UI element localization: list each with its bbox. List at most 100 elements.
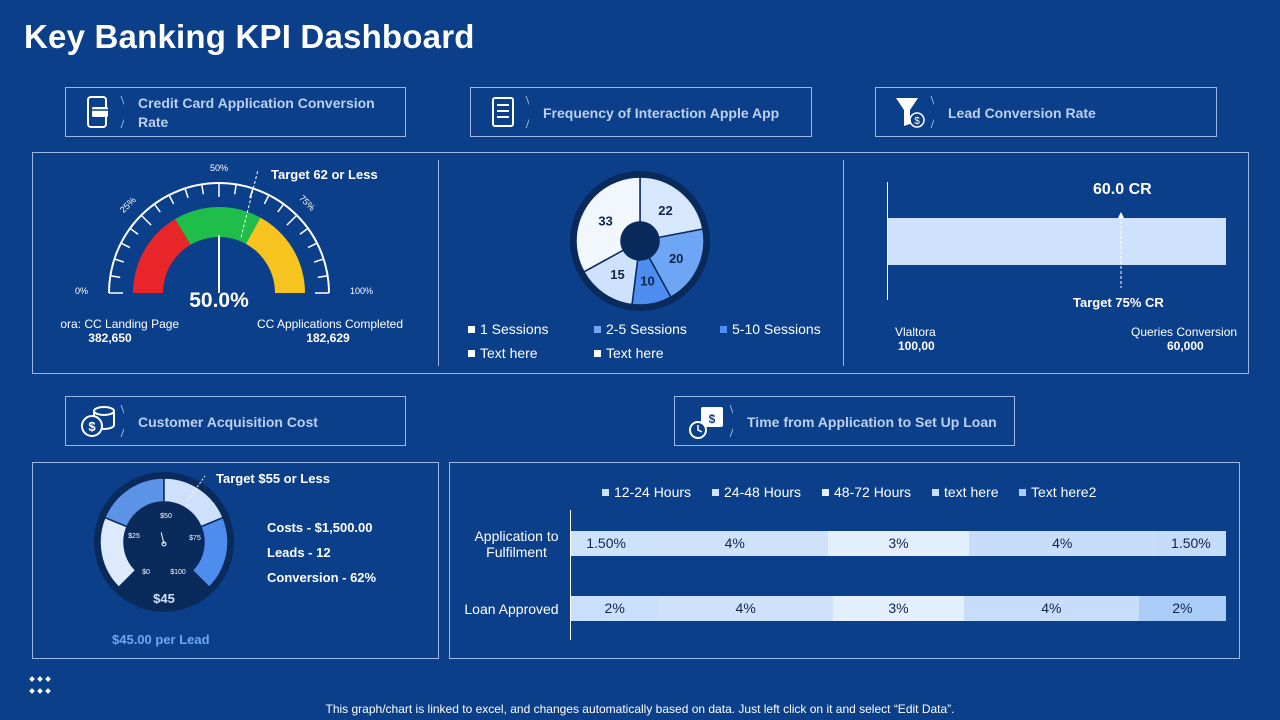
svg-text:$: $ [709, 412, 716, 426]
acq-per-lead: $45.00 per Lead [112, 632, 210, 647]
legend-swatch [594, 349, 601, 357]
header-credit-card-label: Credit Card Application Conversion Rate [138, 95, 375, 130]
gauge-band-3 [245, 217, 305, 293]
header-credit-card: Credit Card Application Conversion Rate [65, 87, 406, 137]
stack-legend-item: 12-24 Hours [602, 484, 691, 500]
sessions-donut: 22 20 10 15 33 [570, 171, 710, 311]
acq-center-value: $45 [153, 591, 175, 606]
svg-text:$: $ [914, 116, 920, 127]
gauge-tick [120, 242, 131, 249]
phone-card-icon [87, 95, 124, 129]
donut-legend-item: 5-10 Sessions [720, 321, 821, 337]
legend-swatch [594, 325, 601, 333]
gauge-tick [184, 188, 189, 199]
stack-segment: 1.50% [571, 531, 642, 556]
header-time-loan: $ Time from Application to Set Up Loan [674, 396, 1015, 446]
gauge-band-2 [175, 207, 261, 245]
stack-segment: 1.50% [1155, 531, 1226, 556]
gauge-tick [307, 242, 318, 249]
header-acquisition: $ Customer Acquisition Cost [65, 396, 406, 446]
gauge-tick-label: 50% [210, 163, 228, 173]
header-time-loan-label: Time from Application to Set Up Loan [747, 413, 997, 430]
gauge-left-label: Vlaltora: CC Landing Page [60, 317, 179, 331]
acq-target-line [187, 475, 206, 501]
donut-legend-item: 2-5 Sessions [594, 321, 687, 337]
time-loan-panel [449, 462, 1240, 659]
legend-swatch [602, 488, 609, 496]
coins-dollar-icon: $ [81, 404, 124, 438]
donut-slice-label: 10 [640, 273, 654, 288]
donut-legend-item: Text here [594, 345, 664, 361]
top-divider-1 [438, 160, 439, 366]
gauge-value: 50.0% [189, 289, 249, 312]
header-acquisition-label: Customer Acquisition Cost [138, 413, 318, 430]
acq-conversion: Conversion - 62% [267, 570, 377, 585]
lead-bar [888, 218, 1226, 265]
page-title: Key Banking KPI Dashboard [24, 18, 475, 55]
funnel-dollar-icon: $ [896, 95, 934, 129]
legend-label: 12-24 Hours [614, 484, 692, 500]
acq-tick-label: $50 [160, 513, 172, 520]
gauge-tick [110, 275, 121, 279]
lead-target-arrow [1118, 212, 1124, 288]
legend-label: Text here [606, 345, 664, 361]
acquisition-panel [32, 462, 439, 659]
legend-label: 48-72 Hours [834, 484, 912, 500]
stack-category-1: Application to Fulfilment [474, 528, 559, 560]
top-divider-2 [843, 160, 844, 366]
gauge-tick [168, 194, 175, 205]
gauge-tick [286, 214, 298, 226]
gauge-tick [233, 184, 237, 195]
legend-label: 24-48 Hours [724, 484, 802, 500]
header-lead-conversion-label: Lead Conversion Rate [948, 104, 1096, 121]
gauge-target-line [240, 170, 259, 238]
gauge-right-label: CC Applications Completed [257, 317, 403, 331]
stack-legend-item: Text here2 [1019, 484, 1096, 500]
svg-text:$: $ [88, 419, 96, 434]
donut-hole [621, 222, 659, 260]
header-lead-conversion: $ Lead Conversion Rate [875, 87, 1217, 137]
gauge-target-label: Target 62 or Less [271, 167, 378, 182]
acquisition-gauge: $0 $25 $50 $75 $100 $45 [94, 472, 234, 612]
gauge-tick [263, 194, 270, 205]
acq-target-label: Target $55 or Less [216, 471, 330, 486]
gauge-right-value: 182,629 [306, 331, 350, 345]
lead-left-value: 100,00 [898, 339, 935, 353]
stack-segment: 3% [833, 596, 964, 621]
gauge-tick-label: 100% [350, 286, 373, 296]
lead-right-value: 60,000 [1167, 339, 1204, 353]
stack-segment: 4% [968, 531, 1156, 556]
donut-slice-label: 33 [598, 214, 612, 229]
gauge-tick [114, 258, 125, 263]
donut-slice-label: 20 [669, 251, 683, 266]
donut-slice-label: 15 [610, 267, 624, 282]
legend-swatch [822, 488, 829, 496]
stack-legend-item: 24-48 Hours [712, 484, 801, 500]
stack-legend-item: 48-72 Hours [822, 484, 911, 500]
legend-swatch [468, 325, 475, 333]
stack-segment: 2% [571, 596, 659, 621]
gauge-tick [153, 203, 161, 213]
header-frequency-label: Frequency of Interaction Apple App [543, 104, 780, 121]
stack-segment: 4% [964, 596, 1139, 621]
gauge-tick [140, 214, 152, 226]
gauge-tick [129, 227, 139, 235]
top-panel [32, 152, 1249, 374]
acq-needle-pivot [161, 541, 167, 547]
acq-tick-label: $0 [142, 569, 150, 576]
legend-label: Text here2 [1031, 484, 1097, 500]
stack-category-2: Loan Approved [464, 601, 559, 617]
stack-segment: 3% [828, 531, 969, 556]
legend-label: 2-5 Sessions [606, 321, 687, 337]
acq-tick-label: $75 [189, 535, 201, 542]
footer-note: This graph/chart is linked to excel, and… [325, 702, 955, 716]
legend-swatch [468, 349, 475, 357]
gauge-tick-label: 0% [75, 286, 88, 296]
legend-swatch [720, 325, 727, 333]
acq-tick-label: $100 [170, 569, 186, 576]
legend-swatch [1019, 488, 1026, 496]
donut-legend-item: 1 Sessions [468, 321, 548, 337]
header-frequency: Frequency of Interaction Apple App [470, 87, 812, 137]
gauge-left-value: 382,650 [88, 331, 132, 345]
gauge-tick [277, 203, 285, 213]
